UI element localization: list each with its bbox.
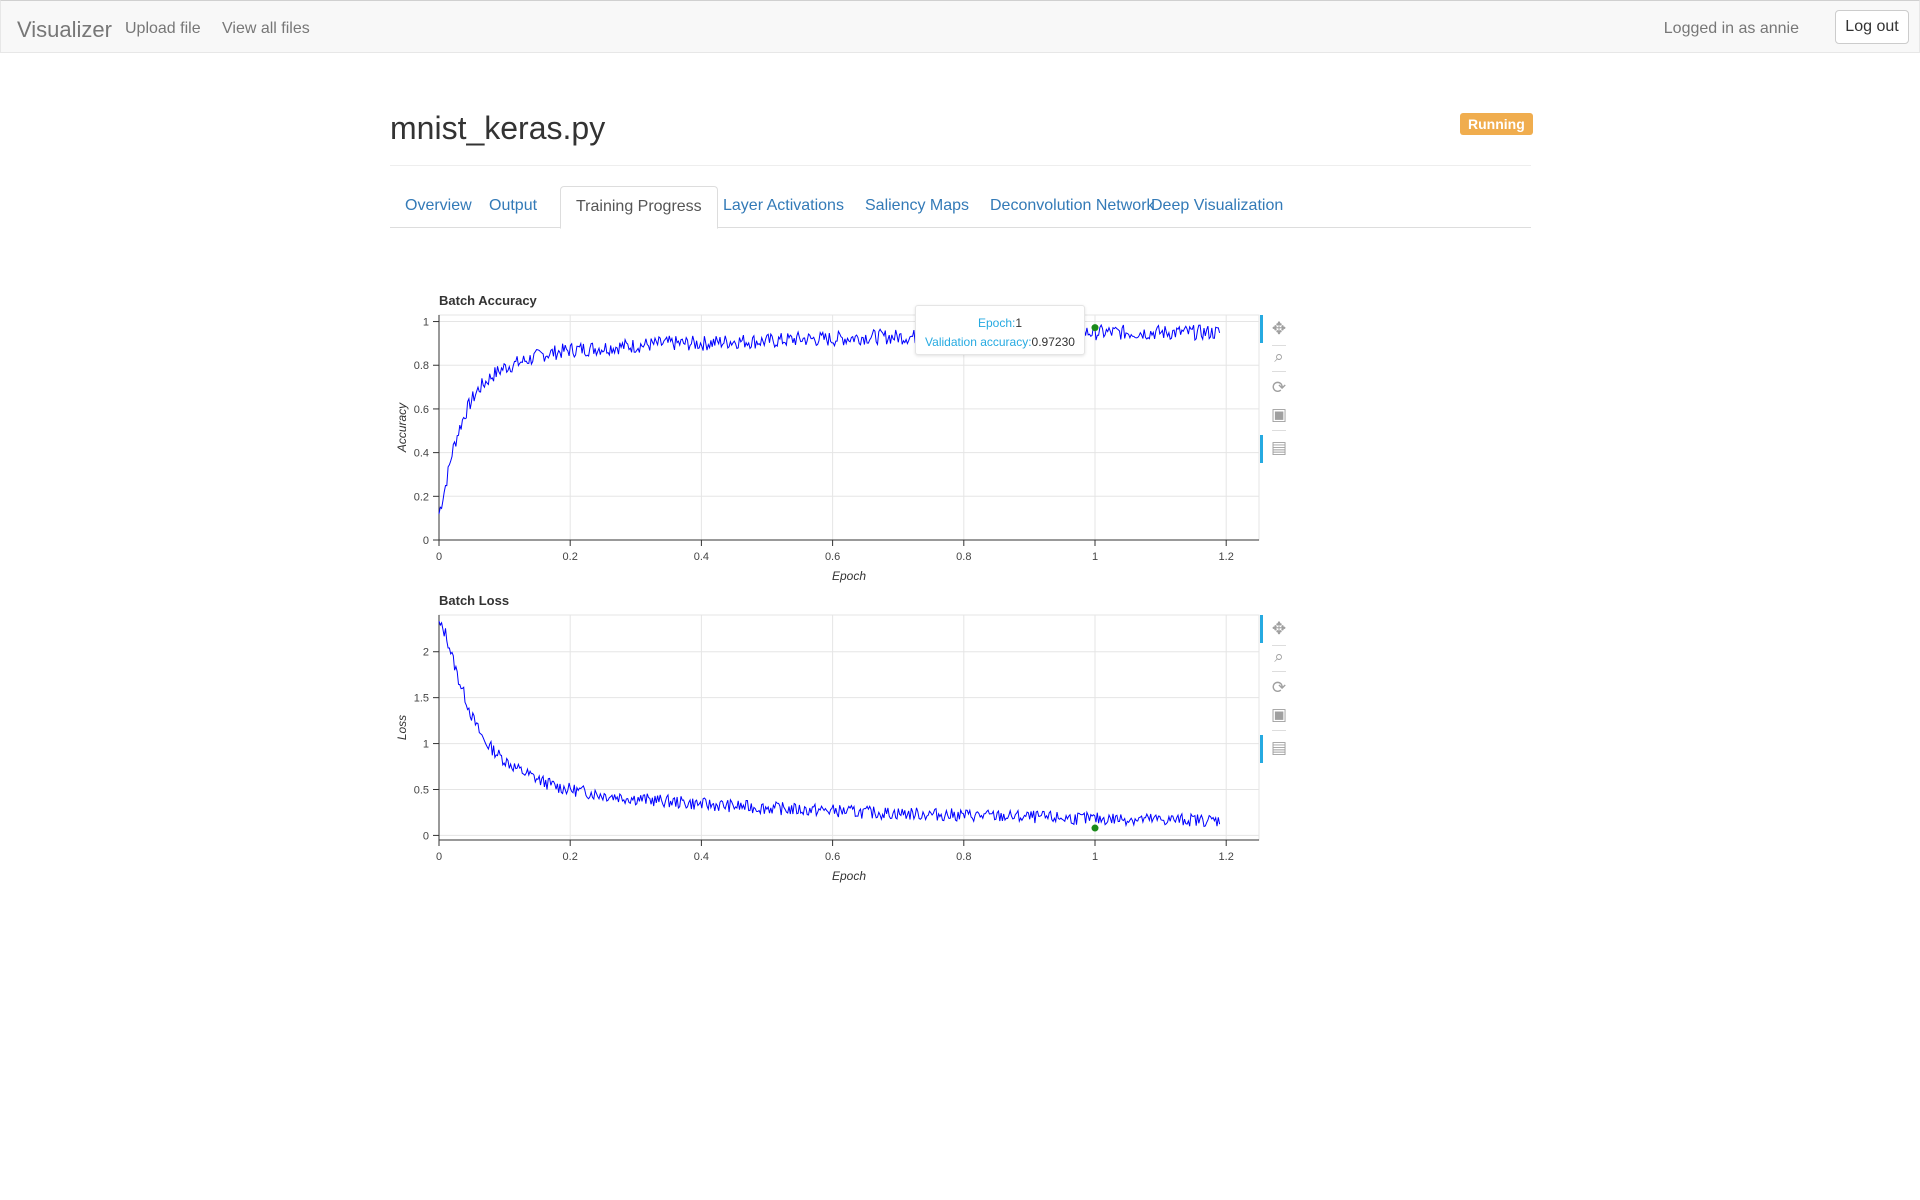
toolbar-separator [1272,430,1286,431]
chart-title: Batch Loss [439,593,509,608]
accuracy-toolbar: ✥ ⌕ ⟳ ▣ ▤ [1260,315,1300,465]
loss-chart: Batch Loss 0 0.2 0.4 0.6 0.8 1 1.2 0 0.5 1 1.5 2 Epoc… [390,585,1270,895]
tab-deep-visualization[interactable]: Deep Visualization [1151,197,1284,214]
toolbar-separator [1272,345,1286,346]
highlight-point [1091,324,1099,332]
y-tick-label: 1 [423,317,429,329]
header-divider [390,165,1531,166]
x-tick-label: 0.6 [825,851,840,863]
tab-overview[interactable]: Overview [405,197,472,214]
logged-in-user-text: Logged in as annie [1663,20,1799,37]
toolbar-separator [1272,671,1286,672]
loss-chart-svg[interactable]: Batch Loss 0 0.2 0.4 0.6 0.8 1 1.2 0 0.5 1 1.5 2 Epoc… [390,585,1270,890]
x-tick-label: 1.2 [1219,551,1234,563]
y-tick-label: 0.6 [414,404,429,416]
x-tick-label: 1 [1092,851,1098,863]
tab-output[interactable]: Output [489,197,538,214]
y-tick-label: 1 [423,739,429,751]
logout-button[interactable]: Log out [1835,10,1909,44]
y-tick-label: 0.4 [414,448,429,460]
nav-upload-file[interactable]: Upload file [125,20,201,37]
hover-icon[interactable]: ▤ [1270,738,1288,757]
tooltip-epoch-label: Epoch: [977,316,1016,330]
x-tick-label: 0.2 [563,851,578,863]
toolbar-separator [1272,645,1286,646]
tab-layer-activations[interactable]: Layer Activations [723,197,844,214]
navbar: Visualizer Upload file View all files Lo… [0,0,1920,53]
tooltip-epoch-value: 1 [1015,316,1023,330]
plot-area [438,614,1260,841]
x-tick-label: 1.2 [1219,851,1234,863]
status-badge: Running [1460,113,1533,135]
y-axis-label: Accuracy [395,402,409,453]
pan-active-indicator [1260,315,1263,343]
loss-toolbar: ✥ ⌕ ⟳ ▣ ▤ [1260,615,1300,765]
save-icon[interactable]: ▣ [1270,405,1288,424]
x-tick-label: 0 [436,551,442,563]
x-tick-label: 0.2 [563,551,578,563]
y-tick-label: 0 [423,535,429,547]
hover-icon[interactable]: ▤ [1270,438,1288,457]
x-tick-label: 0.8 [956,551,971,563]
toolbar-separator [1272,730,1286,731]
page-title: mnist_keras.py [390,110,606,146]
tab-saliency-maps[interactable]: Saliency Maps [865,197,970,214]
box-zoom-icon[interactable]: ⌕ [1274,647,1284,666]
chart-title: Batch Accuracy [439,293,538,308]
y-tick-label: 2 [423,647,429,659]
brand-link[interactable]: Visualizer [17,17,112,42]
tab-training-progress[interactable]: Training Progress [560,186,718,229]
pan-icon[interactable]: ✥ [1271,619,1287,638]
box-zoom-icon[interactable]: ⌕ [1274,347,1284,366]
series-line [438,621,1221,828]
pan-icon[interactable]: ✥ [1271,319,1287,338]
highlight-point [1091,824,1099,832]
accuracy-chart: Batch Accuracy 0 0.2 0.4 0.6 0.8 1 1.2 0 0.2 0.4 0.… [390,285,1270,595]
tab-bar: Overview Output Training Progress Layer … [390,186,1531,229]
x-tick-label: 0.8 [956,851,971,863]
x-tick-label: 0.4 [694,551,709,563]
reset-icon[interactable]: ⟳ [1271,378,1287,397]
tooltip-val-label: Validation accuracy: [925,335,1032,349]
x-tick-label: 1 [1092,551,1098,563]
x-tick-label: 0 [436,851,442,863]
y-tick-label: 0.5 [414,784,429,796]
pan-active-indicator [1260,615,1263,643]
x-tick-label: 0.6 [825,551,840,563]
x-axis-label: Epoch [832,869,866,883]
x-axis-label: Epoch [832,569,866,583]
reset-icon[interactable]: ⟳ [1271,678,1287,697]
y-axis-label: Loss [395,715,409,740]
y-tick-label: 0.8 [414,360,429,372]
hover-tooltip: Epoch:1 Validation accuracy:0.97230 [915,305,1085,355]
tooltip-val-value: 0.97230 [1031,335,1075,349]
series-line [438,323,1221,514]
nav-view-all-files[interactable]: View all files [222,20,310,37]
accuracy-chart-svg[interactable]: Batch Accuracy 0 0.2 0.4 0.6 0.8 1 1.2 0 0.2 0.4 0.… [390,285,1270,590]
hover-active-indicator [1260,735,1263,763]
y-tick-label: 1.5 [414,693,429,705]
tab-deconvolution-network[interactable]: Deconvolution Network [990,197,1155,214]
save-icon[interactable]: ▣ [1270,705,1288,724]
y-tick-label: 0 [423,830,429,842]
x-tick-label: 0.4 [694,851,709,863]
y-tick-label: 0.2 [414,491,429,503]
toolbar-separator [1272,371,1286,372]
hover-active-indicator [1260,435,1263,463]
